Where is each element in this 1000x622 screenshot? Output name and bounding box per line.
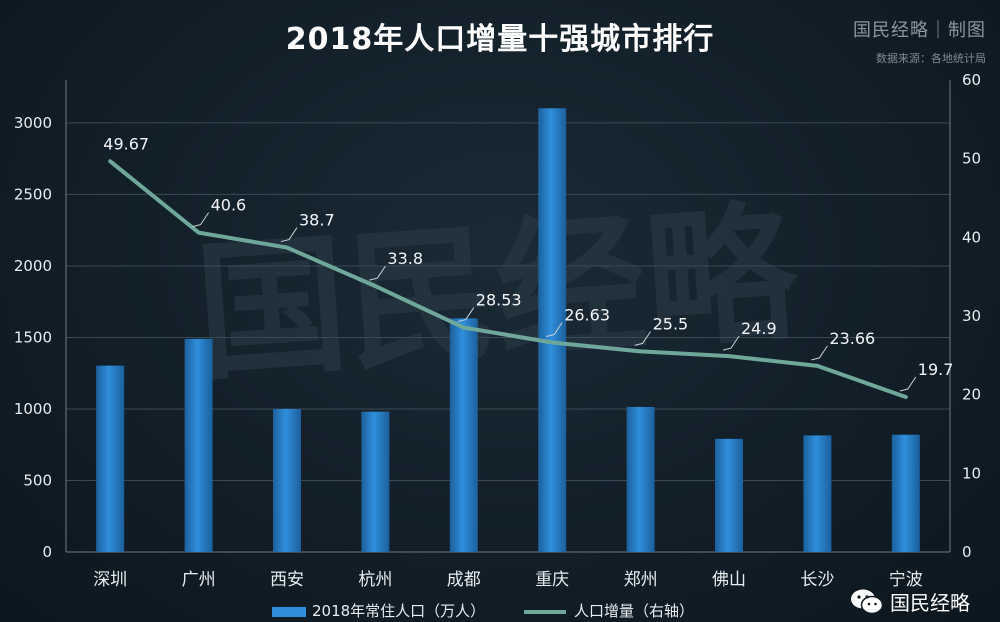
wechat-icon <box>851 589 884 614</box>
bar <box>273 408 301 552</box>
data-label-leader <box>899 376 917 392</box>
data-label-leader <box>811 345 828 361</box>
chart-title: 2018年人口增量十强城市排行 <box>285 22 715 57</box>
y-left-tick-label: 1000 <box>14 400 52 418</box>
y-left-tick-label: 1500 <box>14 328 52 346</box>
data-label-leader <box>280 227 298 243</box>
y-right-tick-label: 10 <box>962 464 981 482</box>
data-label: 33.8 <box>387 249 423 268</box>
y-left-tick-label: 2500 <box>14 185 52 203</box>
source-note: 数据来源：各地统计局 <box>876 52 986 65</box>
bar <box>184 338 213 552</box>
x-category-label: 深圳 <box>93 570 127 590</box>
bar <box>538 108 567 552</box>
data-label: 38.7 <box>299 211 335 230</box>
bar <box>449 318 478 552</box>
y-right-tick-label: 20 <box>962 386 981 404</box>
legend-swatch-bar <box>272 607 306 617</box>
data-label-leader <box>722 335 740 351</box>
bar <box>626 406 655 552</box>
legend-label-bar: 2018年常住人口（万人） <box>312 602 485 620</box>
data-label-leader <box>546 322 563 337</box>
data-label-leader <box>369 265 386 281</box>
data-label: 40.6 <box>211 196 247 215</box>
x-category-label: 西安 <box>270 570 304 590</box>
x-category-label: 广州 <box>182 570 216 590</box>
y-right-tick-label: 40 <box>962 228 981 246</box>
wechat-label: 国民经略 <box>890 591 970 615</box>
wechat-badge: 国民经略 <box>850 587 970 616</box>
y-left-tick-label: 0 <box>42 543 52 561</box>
data-label: 23.66 <box>829 329 875 348</box>
legend-label-line: 人口增量（右轴） <box>574 602 694 620</box>
x-category-label: 杭州 <box>358 570 392 590</box>
data-label: 28.53 <box>476 291 522 310</box>
data-label-leader <box>457 307 475 323</box>
y-right-tick-label: 50 <box>962 150 981 168</box>
watermark-text: 国民经略 <box>191 184 805 402</box>
data-label-leader <box>192 212 210 228</box>
y-right-tick-label: 0 <box>962 543 972 561</box>
bar <box>361 411 390 552</box>
x-category-label: 成都 <box>447 570 481 590</box>
x-category-label: 佛山 <box>712 570 746 590</box>
x-category-label: 长沙 <box>800 570 834 590</box>
bar <box>803 435 832 552</box>
data-label: 26.63 <box>564 306 610 325</box>
x-category-label: 郑州 <box>624 570 658 590</box>
brand-mark: 国民经略｜制图 <box>853 20 986 41</box>
y-left-tick-label: 3000 <box>14 114 52 132</box>
y-left-tick-label: 500 <box>23 471 52 489</box>
y-right-tick-label: 60 <box>962 71 981 89</box>
x-category-label: 宁波 <box>889 570 923 590</box>
bar <box>715 438 743 552</box>
line-series-increase <box>108 159 908 400</box>
data-label: 49.67 <box>103 134 149 153</box>
y-left-tick-label: 2000 <box>14 257 52 275</box>
data-label: 19.7 <box>918 360 954 379</box>
data-label: 24.9 <box>741 319 777 338</box>
data-label-leader <box>634 331 652 346</box>
y-right-tick-label: 30 <box>962 307 981 325</box>
bar <box>891 434 920 552</box>
bar <box>96 365 125 552</box>
x-category-label: 重庆 <box>535 570 569 590</box>
data-label: 25.5 <box>653 314 689 333</box>
